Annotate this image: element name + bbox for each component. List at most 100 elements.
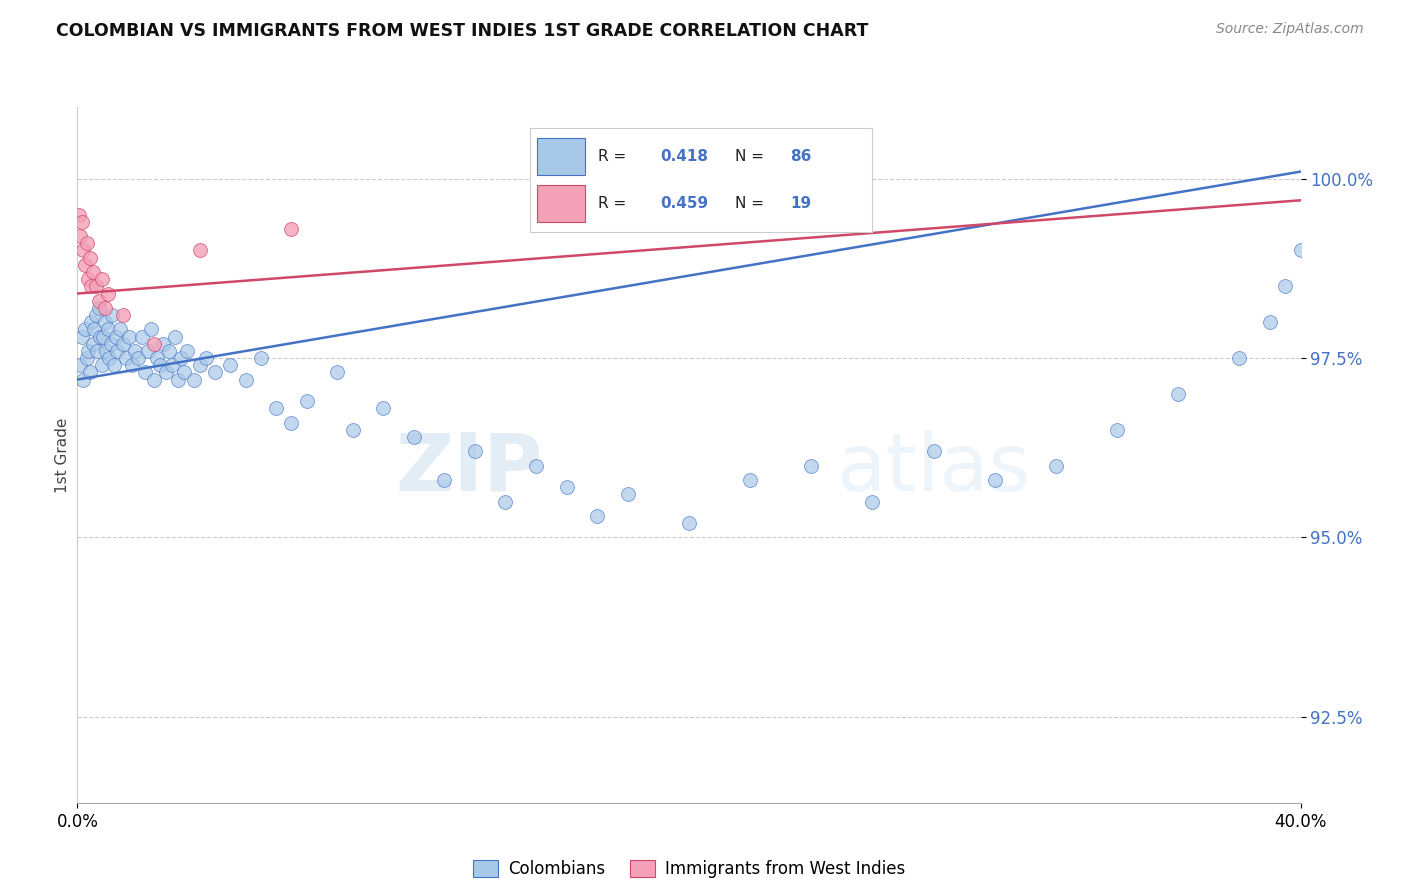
Point <box>134 366 156 380</box>
Point <box>77 272 100 286</box>
Point <box>91 329 114 343</box>
Point <box>96 343 118 358</box>
Point <box>149 358 172 372</box>
Point <box>922 444 945 458</box>
Point <box>87 301 110 315</box>
Point <box>84 279 107 293</box>
Point <box>70 215 93 229</box>
Point <box>76 351 98 365</box>
Point <box>862 494 884 508</box>
Point <box>77 343 100 358</box>
Point <box>86 343 108 358</box>
Point <box>101 308 124 322</box>
Point <box>586 508 609 523</box>
Point <box>1350 171 1372 186</box>
Point <box>142 336 165 351</box>
Point <box>98 351 121 365</box>
Point <box>73 258 96 272</box>
Point <box>152 336 174 351</box>
Point <box>82 265 104 279</box>
Point <box>108 322 131 336</box>
Point <box>1381 157 1403 171</box>
Point <box>1258 315 1281 329</box>
Point <box>740 473 762 487</box>
Point <box>800 458 823 473</box>
Point <box>70 329 93 343</box>
Point <box>79 366 101 380</box>
Point <box>235 373 257 387</box>
Point <box>295 394 318 409</box>
Point <box>69 229 91 244</box>
Point <box>1274 279 1296 293</box>
Point <box>83 322 105 336</box>
Point <box>464 444 486 458</box>
Point <box>100 336 122 351</box>
Point <box>1289 244 1312 258</box>
Point <box>112 308 135 322</box>
Point <box>80 315 103 329</box>
Point <box>90 272 112 286</box>
Point <box>188 358 211 372</box>
Point <box>76 236 98 251</box>
Point <box>73 322 96 336</box>
Point <box>124 343 146 358</box>
Point <box>72 244 94 258</box>
Point <box>97 286 120 301</box>
Point <box>97 322 120 336</box>
Point <box>84 308 107 322</box>
Point <box>433 473 456 487</box>
Point <box>326 366 349 380</box>
Y-axis label: 1st Grade: 1st Grade <box>55 417 70 492</box>
Point <box>342 423 364 437</box>
Point <box>112 336 135 351</box>
Point <box>524 458 547 473</box>
Point <box>264 401 287 416</box>
Point <box>1045 458 1067 473</box>
Point <box>555 480 578 494</box>
Point <box>402 430 425 444</box>
Point <box>204 366 226 380</box>
Point <box>146 351 169 365</box>
Point <box>80 279 103 293</box>
Text: Source: ZipAtlas.com: Source: ZipAtlas.com <box>1216 22 1364 37</box>
Point <box>155 366 177 380</box>
Point <box>188 244 211 258</box>
Point <box>142 373 165 387</box>
Point <box>678 516 700 530</box>
Point <box>194 351 217 365</box>
Point <box>105 343 128 358</box>
Point <box>167 373 190 387</box>
Point <box>183 373 205 387</box>
Point <box>127 351 149 365</box>
Point <box>94 315 117 329</box>
Point <box>1167 387 1189 401</box>
Point <box>82 336 104 351</box>
Point <box>219 358 242 372</box>
Text: COLOMBIAN VS IMMIGRANTS FROM WEST INDIES 1ST GRADE CORRELATION CHART: COLOMBIAN VS IMMIGRANTS FROM WEST INDIES… <box>56 22 869 40</box>
Point <box>495 494 517 508</box>
Point <box>79 251 101 265</box>
Point <box>131 329 153 343</box>
Point <box>280 416 302 430</box>
Point <box>160 358 183 372</box>
Point <box>250 351 273 365</box>
Point <box>165 329 187 343</box>
Point <box>118 329 141 343</box>
Text: ZIP: ZIP <box>395 430 543 508</box>
Point <box>136 343 159 358</box>
Point <box>173 366 195 380</box>
Point <box>104 329 127 343</box>
Point <box>1320 208 1343 222</box>
Point <box>984 473 1007 487</box>
Point <box>139 322 162 336</box>
Point <box>115 351 138 365</box>
Point <box>72 373 94 387</box>
Point <box>157 343 180 358</box>
Point <box>371 401 394 416</box>
Point <box>89 329 111 343</box>
Point <box>280 222 302 236</box>
Point <box>67 208 90 222</box>
Point <box>103 358 125 372</box>
Point <box>69 358 91 372</box>
Point <box>94 301 117 315</box>
